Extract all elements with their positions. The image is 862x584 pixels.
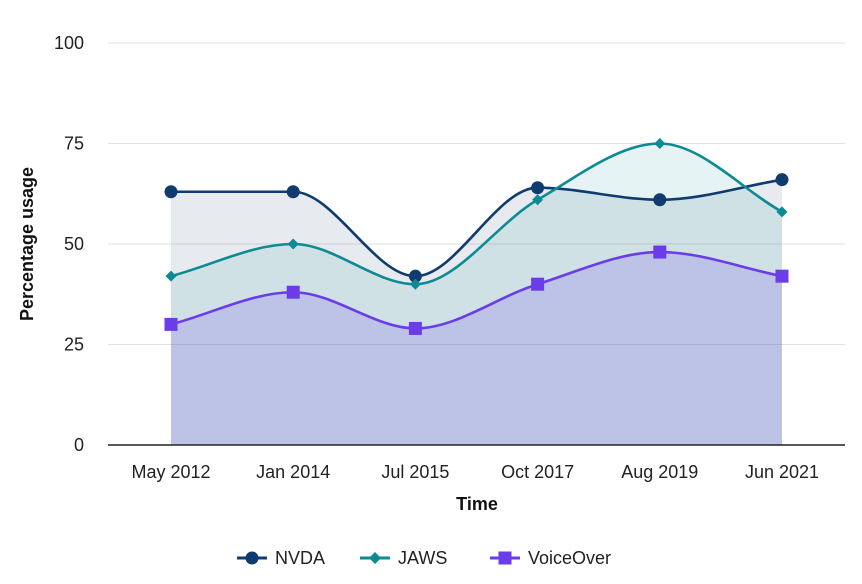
y-tick-label: 0 bbox=[74, 435, 84, 455]
nvda-point bbox=[653, 193, 667, 207]
series-lines bbox=[170, 142, 783, 330]
legend-marker bbox=[498, 551, 512, 565]
y-axis-title: Percentage usage bbox=[17, 167, 37, 321]
nvda-point bbox=[408, 269, 422, 283]
y-tick-label: 75 bbox=[64, 134, 84, 154]
jaws-point bbox=[654, 138, 666, 149]
legend-marker bbox=[245, 551, 259, 565]
legend-item-nvda: NVDA bbox=[237, 548, 325, 568]
y-tick-label: 25 bbox=[64, 335, 84, 355]
x-tick-label: Jan 2014 bbox=[256, 462, 330, 482]
x-tick-label: Aug 2019 bbox=[621, 462, 698, 482]
x-axis-title: Time bbox=[456, 494, 498, 514]
x-tick-labels: May 2012 Jan 2014 Jul 2015 Oct 2017 Aug 2019… bbox=[131, 462, 819, 482]
y-tick-label: 50 bbox=[64, 234, 84, 254]
voiceover-point bbox=[164, 317, 178, 331]
legend-item-voiceover: VoiceOver bbox=[490, 548, 611, 568]
voiceover-point bbox=[653, 245, 667, 259]
nvda-point bbox=[775, 173, 789, 187]
nvda-point bbox=[531, 181, 545, 195]
voiceover-point bbox=[775, 269, 789, 283]
voiceover-point bbox=[408, 321, 422, 335]
jaws-point bbox=[165, 270, 177, 282]
voiceover-line bbox=[170, 250, 783, 330]
voiceover-area bbox=[171, 252, 782, 445]
voiceover-point bbox=[531, 277, 545, 291]
legend-label: NVDA bbox=[275, 548, 325, 568]
jaws-area bbox=[171, 143, 782, 445]
x-tick-label: May 2012 bbox=[131, 462, 210, 482]
jaws-point bbox=[287, 238, 299, 250]
x-tick-label: Jul 2015 bbox=[381, 462, 449, 482]
y-tick-label: 100 bbox=[54, 33, 84, 53]
y-tick-labels: 0 25 50 75 100 bbox=[54, 33, 84, 455]
x-tick-label: Oct 2017 bbox=[501, 462, 574, 482]
legend-label: VoiceOver bbox=[528, 548, 611, 568]
nvda-point bbox=[164, 185, 178, 199]
jaws-point bbox=[409, 278, 421, 290]
legend-label: JAWS bbox=[398, 548, 447, 568]
x-tick-label: Jun 2021 bbox=[745, 462, 819, 482]
jaws-point bbox=[776, 206, 788, 218]
gridlines bbox=[108, 42, 845, 345]
legend-marker bbox=[369, 552, 381, 564]
nvda-point bbox=[286, 185, 300, 199]
nvda-line bbox=[171, 178, 783, 278]
series-markers bbox=[164, 138, 789, 335]
jaws-point bbox=[532, 194, 544, 206]
area-fills bbox=[171, 143, 782, 445]
voiceover-point bbox=[286, 285, 300, 299]
legend: NVDA JAWS VoiceOver bbox=[237, 548, 611, 568]
legend-item-jaws: JAWS bbox=[360, 548, 447, 568]
jaws-line bbox=[170, 142, 783, 286]
